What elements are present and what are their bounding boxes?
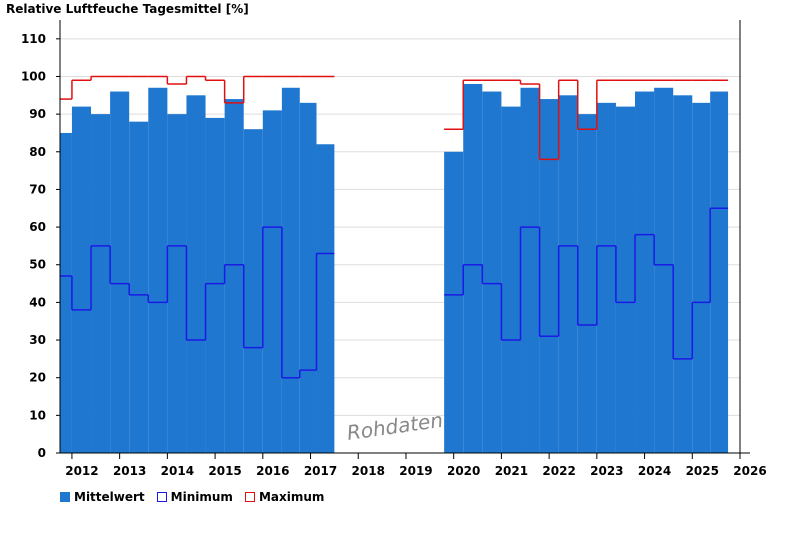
mittelwert-bar: [520, 87, 540, 453]
y-tick-label-20: 20: [29, 371, 46, 385]
mittelwert-bar: [299, 102, 317, 454]
legend-label-maximum: Maximum: [258, 490, 325, 504]
mittelwert-bar: [91, 114, 111, 453]
legend-swatch-maximum: [244, 492, 255, 502]
legend-label-mittelwert: Mittelwert: [74, 490, 145, 504]
y-tick-labels: 0 10 20 30 40 50 60 70 80 90 100 110: [21, 32, 46, 460]
x-tick-label-2012: 2012: [65, 464, 98, 478]
x-tick-label-2015: 2015: [208, 464, 241, 478]
mittelwert-bar: [635, 91, 655, 454]
y-tick-label-110: 110: [21, 32, 46, 46]
mittelwert-bar: [167, 114, 187, 453]
x-tick-label-2013: 2013: [113, 464, 146, 478]
x-tick-label-2017: 2017: [304, 464, 337, 478]
mittelwert-bar: [710, 91, 729, 454]
mittelwert-bar: [110, 91, 130, 454]
mittelwert-bar: [596, 102, 616, 454]
legend-item-mittelwert: Mittelwert: [60, 490, 145, 504]
x-tick-label-2018: 2018: [352, 464, 385, 478]
legend: Mittelwert Minimum Maximum: [60, 490, 324, 504]
x-tick-labels: 2012 2013 2014 2015 2016 2017 2018 2019 2020 2021…: [65, 464, 766, 478]
mittelwert-bar: [558, 95, 578, 453]
mittelwert-bar: [281, 87, 300, 453]
legend-swatch-mittelwert: [60, 492, 70, 502]
x-tick-label-2022: 2022: [542, 464, 575, 478]
mittelwert-bar: [692, 102, 711, 454]
mittelwert-bar: [539, 99, 559, 453]
maximum-series: [60, 75, 729, 161]
x-tick-label-2020: 2020: [447, 464, 480, 478]
mittelwert-bar: [243, 129, 263, 454]
mittelwert-bar: [444, 151, 464, 454]
mittelwert-bar: [615, 106, 636, 453]
mittelwert-bar: [673, 95, 693, 453]
y-tick-label-60: 60: [29, 220, 46, 234]
y-tick-label-30: 30: [29, 333, 46, 347]
y-tick-label-50: 50: [29, 258, 46, 272]
legend-item-maximum: Maximum: [244, 490, 325, 504]
x-tick-label-2016: 2016: [256, 464, 289, 478]
mittelwert-bar: [60, 132, 72, 453]
x-tick-label-2021: 2021: [495, 464, 528, 478]
mittelwert-bar: [482, 91, 502, 454]
x-tick-label-2026: 2026: [733, 464, 766, 478]
x-tick-label-2014: 2014: [161, 464, 194, 478]
legend-item-minimum: Minimum: [156, 490, 233, 504]
mittelwert-bar: [186, 95, 206, 453]
legend-label-minimum: Minimum: [170, 490, 233, 504]
chart-title: Relative Luftfeuche Tagesmittel [%]: [6, 2, 249, 16]
y-tick-label-100: 100: [21, 69, 46, 83]
x-tick-label-2024: 2024: [638, 464, 671, 478]
mittelwert-bar: [224, 99, 244, 453]
y-tick-label-90: 90: [29, 107, 46, 121]
mittelwert-bar: [577, 114, 597, 453]
y-tick-label-10: 10: [29, 408, 46, 422]
mittelwert-bar: [129, 121, 149, 454]
watermark-text: Rohdaten: [345, 408, 444, 445]
y-tick-label-40: 40: [29, 295, 46, 309]
minimum-series: [60, 207, 729, 379]
mittelwert-bar: [71, 106, 92, 453]
x-tick-label-2023: 2023: [590, 464, 623, 478]
mittelwert-bar: [501, 106, 521, 453]
mittelwert-bar: [654, 87, 674, 453]
mittelwert-bar: [262, 110, 282, 453]
y-tick-label-0: 0: [38, 446, 46, 460]
mittelwert-bar: [316, 144, 335, 453]
x-tick-label-2019: 2019: [399, 464, 432, 478]
mittelwert-bar: [463, 84, 483, 453]
mittelwert-bar: [205, 117, 225, 453]
mittelwert-bar: [148, 87, 168, 453]
y-tick-label-70: 70: [29, 182, 46, 196]
axes: [56, 20, 750, 459]
y-tick-label-80: 80: [29, 145, 46, 159]
legend-swatch-minimum: [156, 492, 167, 502]
x-tick-label-2025: 2025: [686, 464, 719, 478]
mittelwert-bars: [60, 84, 729, 454]
